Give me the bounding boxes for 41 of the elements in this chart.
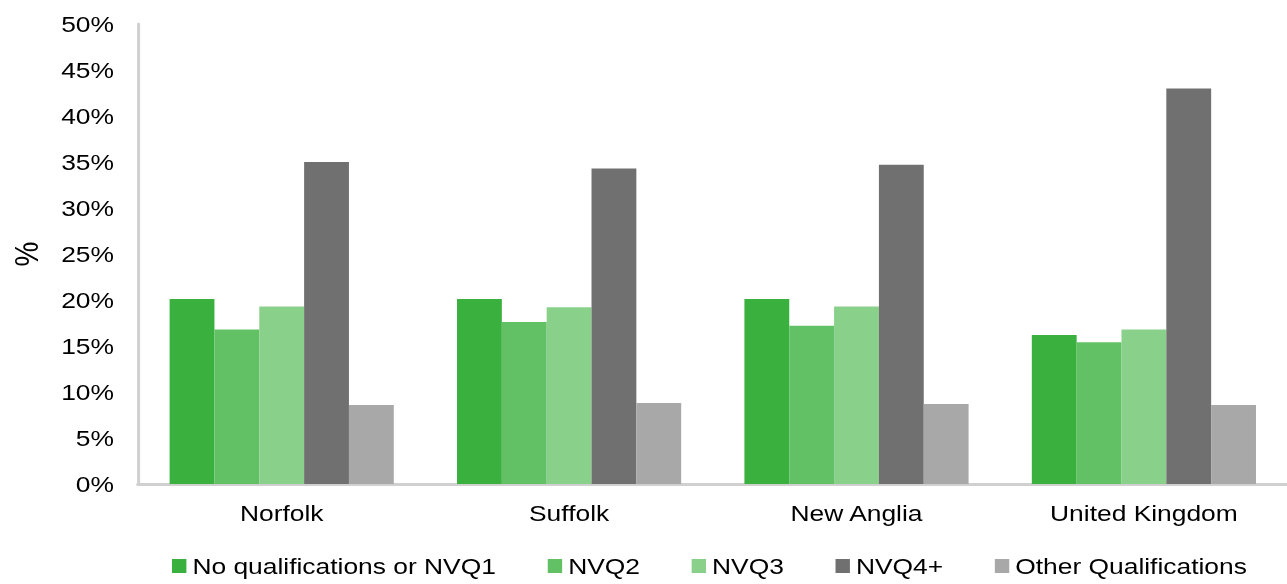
x-tick-label: Suffolk (529, 500, 611, 526)
legend-label: NVQ4+ (855, 553, 944, 579)
legend-label: No qualifications or NVQ1 (192, 553, 496, 579)
bar (1031, 334, 1077, 484)
y-tick-label: 50% (61, 11, 114, 37)
y-tick-label: 45% (61, 57, 114, 83)
bar (214, 329, 260, 484)
bar (457, 299, 502, 484)
y-tick-label: 5% (75, 425, 114, 451)
bar (878, 164, 924, 484)
y-tick-label: 15% (61, 333, 114, 359)
x-tick-label: Norfolk (239, 500, 325, 526)
y-tick-label: 10% (61, 379, 114, 405)
bar (1166, 88, 1212, 484)
y-tick-label: 40% (61, 103, 114, 129)
bar (789, 325, 835, 484)
bar (591, 168, 637, 484)
legend-label: NVQ2 (568, 553, 640, 579)
bar (348, 404, 394, 484)
bar (1076, 342, 1122, 484)
bar (744, 299, 790, 484)
bar (636, 403, 682, 484)
y-tick-label: 30% (61, 195, 114, 221)
bar (1121, 329, 1167, 484)
y-tick-label: 25% (61, 241, 114, 267)
y-tick-label: 20% (61, 287, 114, 313)
y-tick-label: 0% (75, 471, 114, 497)
y-tick-label: 35% (61, 149, 114, 175)
bar (169, 299, 215, 484)
bar (259, 306, 305, 484)
x-tick-label: United Kingdom (1050, 500, 1238, 526)
bar (546, 307, 592, 484)
bar (304, 162, 349, 484)
x-tick-label: New Anglia (790, 500, 924, 526)
bar (501, 322, 547, 484)
bar (1211, 404, 1256, 484)
legend-label: NVQ3 (712, 553, 784, 579)
bar (923, 403, 969, 484)
legend-label: Other Qualifications (1015, 553, 1247, 579)
y-axis-title: % (7, 241, 46, 267)
bar (834, 306, 879, 484)
